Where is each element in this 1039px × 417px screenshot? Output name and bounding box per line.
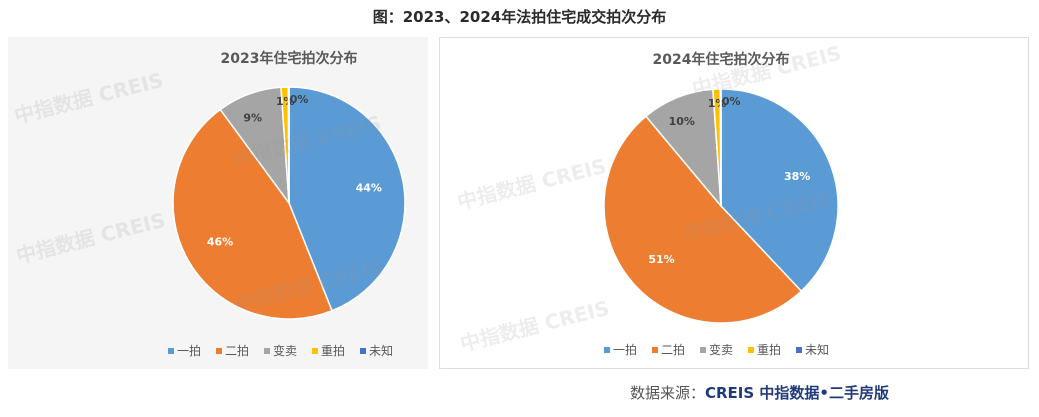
data-label-未知: 0%	[290, 93, 309, 106]
source-brand: CREIS 中指数据•二手房版	[705, 384, 889, 402]
legend-entry-一拍: 一拍	[177, 343, 201, 358]
legend-entry-重拍: 重拍	[757, 342, 781, 357]
legend-swatch-一拍	[604, 347, 610, 353]
chart-panel-2024: 2024年住宅拍次分布 38% 51% 10% 1% 0% 一拍 二拍 变卖 重拍 未知	[439, 37, 1029, 369]
legend-entry-二拍: 二拍	[225, 343, 249, 358]
pie-slice-二拍	[172, 108, 333, 320]
pie-slice-未知	[719, 88, 722, 207]
pie-chart-2024: 2024年住宅拍次分布 38% 51% 10% 1%0% 一拍 二拍 变卖 重拍 未知	[603, 51, 839, 357]
figure-title: 图：2023、2024年法拍住宅成交拍次分布	[372, 8, 667, 26]
legend-swatch-未知	[796, 347, 802, 353]
pie-chart-2023: 2023年住宅拍次分布 44% 46% 9% 1%0% 一拍 二拍 变卖 重拍 未知	[168, 50, 406, 358]
data-label-变卖: 10%	[669, 115, 695, 128]
legend-entry-一拍: 一拍	[613, 342, 637, 357]
data-label-一拍: 38%	[784, 170, 810, 183]
legend-entry-未知: 未知	[369, 344, 393, 358]
legend-entry-二拍: 二拍	[661, 342, 685, 357]
chart-title: 2023年住宅拍次分布	[221, 50, 358, 67]
legend-swatch-重拍	[312, 348, 318, 354]
legend-swatch-变卖	[264, 348, 270, 354]
pie-slice-一拍	[720, 88, 839, 293]
pie-slice-二拍	[603, 115, 803, 324]
data-label-未知: 0%	[722, 95, 741, 108]
data-label-重拍: 1%	[276, 95, 295, 108]
legend-swatch-重拍	[748, 347, 754, 353]
legend-entry-未知: 未知	[805, 343, 829, 357]
data-label-一拍: 44%	[356, 182, 382, 195]
data-label-变卖: 9%	[243, 112, 262, 125]
data-label-二拍: 46%	[207, 235, 233, 248]
legend-swatch-未知	[360, 348, 366, 354]
chart-panel-2023: 2023年住宅拍次分布 44% 46% 9% 1% 0% 一拍 二拍 变卖 重拍 未知	[8, 37, 428, 369]
data-label-二拍: 51%	[648, 253, 674, 266]
chart-title: 2024年住宅拍次分布	[653, 51, 790, 68]
legend-swatch-二拍	[216, 348, 222, 354]
legend-entry-变卖: 变卖	[709, 342, 733, 357]
legend-swatch-一拍	[168, 348, 174, 354]
pie-slice-一拍	[288, 86, 406, 312]
legend-entry-重拍: 重拍	[321, 343, 345, 358]
data-label-重拍: 1%	[708, 97, 727, 110]
legend-swatch-变卖	[700, 347, 706, 353]
pie-slice-变卖	[644, 88, 722, 209]
pie-slice-未知	[287, 86, 290, 204]
legend-entry-变卖: 变卖	[273, 343, 297, 358]
source-note: 数据来源：CREIS 中指数据•二手房版	[630, 382, 889, 403]
source-prefix: 数据来源：	[629, 384, 705, 402]
legend-swatch-二拍	[652, 347, 658, 353]
